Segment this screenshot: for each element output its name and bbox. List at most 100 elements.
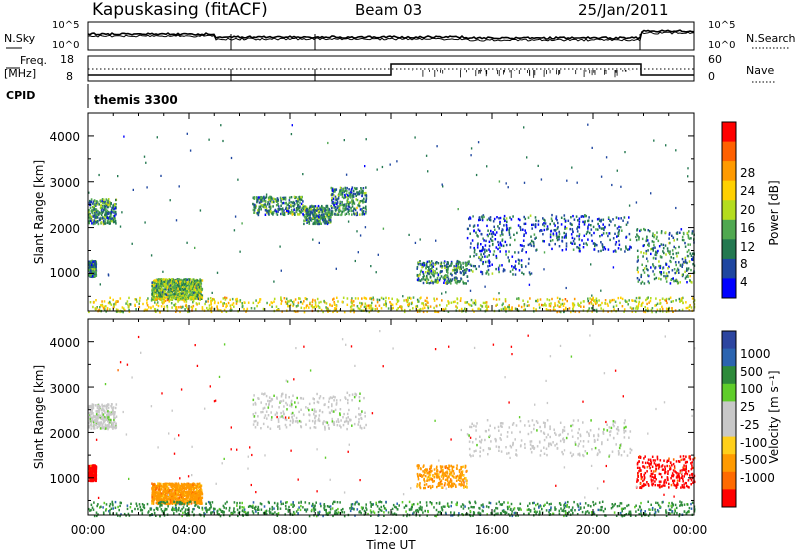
power-cell xyxy=(283,209,285,212)
power-cell xyxy=(284,198,287,201)
power-cell xyxy=(281,210,284,213)
power-cell xyxy=(360,302,363,305)
power-cell xyxy=(264,206,266,209)
power-cell xyxy=(253,208,256,211)
power-cell xyxy=(378,298,381,302)
power-cell xyxy=(594,300,596,304)
power-cell xyxy=(193,293,195,297)
power-cell xyxy=(448,301,450,304)
power-cell xyxy=(687,234,690,237)
power-cell xyxy=(346,186,348,190)
power-cell xyxy=(326,209,328,212)
power-cell xyxy=(101,199,103,203)
power-cell xyxy=(342,196,345,200)
power-cell xyxy=(229,298,231,301)
power-cell xyxy=(542,223,544,226)
power-cell xyxy=(391,303,394,306)
power-cell xyxy=(689,279,691,282)
power-cell xyxy=(680,297,683,300)
power-cell xyxy=(444,266,446,269)
power-cell xyxy=(500,308,503,311)
power-cell xyxy=(590,302,593,305)
power-cell xyxy=(401,305,403,309)
power-cell xyxy=(374,304,377,308)
power-cell xyxy=(675,206,677,210)
power-cell xyxy=(607,248,610,251)
power-cell xyxy=(478,256,481,259)
power-cell xyxy=(502,268,505,271)
power-cell xyxy=(458,260,460,263)
power-cell xyxy=(578,217,581,220)
power-cell xyxy=(692,256,694,259)
power-cell xyxy=(559,310,562,314)
power-cell xyxy=(504,300,507,303)
power-cell xyxy=(359,208,362,211)
power-cell xyxy=(95,267,97,271)
power-cell xyxy=(328,210,330,213)
power-cell xyxy=(558,235,560,238)
power-cell xyxy=(621,297,624,301)
power-cell xyxy=(501,303,504,307)
power-cell xyxy=(166,304,168,308)
power-cell xyxy=(156,289,159,292)
power-cell xyxy=(164,293,166,296)
velocity-cell xyxy=(102,423,104,426)
power-cell xyxy=(655,297,657,300)
power-cell xyxy=(163,292,165,296)
power-cell xyxy=(663,274,665,278)
velocity-cell xyxy=(101,403,103,406)
power-cell xyxy=(436,277,439,280)
power-cell xyxy=(91,275,94,278)
power-cell xyxy=(297,301,300,304)
power-cell xyxy=(654,253,657,256)
power-cell xyxy=(295,196,298,199)
power-cell xyxy=(95,307,98,310)
power-cell xyxy=(498,217,500,220)
power-cell xyxy=(313,210,315,213)
power-cell xyxy=(331,207,333,210)
power-cell xyxy=(403,308,406,312)
power-cell xyxy=(96,211,98,214)
power-cell xyxy=(91,222,93,225)
power-cell xyxy=(486,165,488,168)
power-cell xyxy=(236,300,239,303)
velocity-cell xyxy=(99,427,102,430)
power-cell xyxy=(512,273,514,276)
power-cell xyxy=(192,298,195,301)
power-cell xyxy=(277,198,279,201)
power-cell xyxy=(337,197,340,200)
power-cell xyxy=(103,204,106,208)
power-cell xyxy=(595,228,597,231)
power-cell xyxy=(530,239,533,243)
power-cell xyxy=(401,308,403,312)
power-cell xyxy=(112,218,115,222)
power-cell xyxy=(443,260,446,263)
velocity-cell xyxy=(102,413,105,416)
power-cell xyxy=(93,203,96,206)
velocity-cell xyxy=(92,467,95,470)
power-cell xyxy=(294,203,296,206)
velocity-cell xyxy=(112,422,114,425)
power-cell xyxy=(690,280,692,284)
power-cell xyxy=(678,245,680,249)
power-cell xyxy=(336,206,339,209)
velocity-cell xyxy=(91,479,94,482)
power-cell xyxy=(347,220,350,223)
power-cell xyxy=(160,285,163,288)
power-cell xyxy=(290,299,292,302)
power-cell xyxy=(690,306,693,309)
power-cell xyxy=(95,201,98,205)
power-cell xyxy=(365,208,367,211)
power-cell xyxy=(174,293,176,296)
power-cell xyxy=(482,261,484,264)
power-cell xyxy=(473,251,476,254)
power-cell xyxy=(323,207,326,210)
colorbar-segment xyxy=(722,219,736,240)
power-cell xyxy=(104,218,107,221)
freq-traces xyxy=(88,63,694,81)
power-cell xyxy=(590,224,592,227)
power-cell xyxy=(690,237,692,240)
power-cell xyxy=(645,264,648,268)
power-cell xyxy=(201,288,203,292)
power-cell xyxy=(384,299,387,303)
